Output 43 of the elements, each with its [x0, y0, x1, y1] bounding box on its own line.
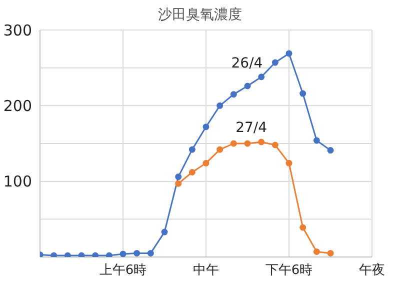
point — [313, 248, 320, 255]
point — [92, 252, 99, 257]
point — [134, 250, 140, 256]
point — [244, 82, 251, 90]
point — [258, 74, 265, 80]
point — [120, 250, 126, 257]
point — [300, 224, 306, 231]
y-tick-label: 300 — [3, 21, 32, 40]
x-tick-label: 下午6時 — [265, 263, 313, 278]
point — [286, 50, 292, 57]
point — [188, 146, 196, 153]
point — [313, 137, 320, 144]
point — [300, 90, 306, 97]
point — [188, 169, 196, 176]
y-tick-label: 200 — [3, 96, 32, 115]
point — [50, 252, 58, 257]
point — [175, 180, 182, 187]
point — [202, 160, 210, 166]
point — [230, 140, 237, 147]
point — [272, 142, 278, 148]
point — [78, 252, 85, 257]
series-label: 27/4 — [236, 120, 268, 136]
point — [216, 102, 224, 109]
point — [64, 252, 71, 257]
point — [106, 252, 112, 257]
x-tick-label: 中午 — [193, 263, 219, 278]
y-tick-label: 100 — [3, 172, 32, 191]
point — [202, 124, 210, 130]
point — [272, 59, 278, 66]
point — [175, 174, 182, 180]
x-tick-label: 午夜 — [359, 262, 385, 278]
x-tick-label: 上午6時 — [99, 263, 147, 278]
point — [286, 160, 292, 166]
point — [147, 250, 154, 256]
point — [216, 146, 224, 153]
series-label: 26/4 — [231, 55, 263, 72]
chart-title: 沙田臭氧濃度 — [158, 7, 242, 23]
point — [327, 250, 334, 256]
point — [258, 138, 265, 146]
point — [327, 147, 334, 154]
point — [161, 228, 168, 236]
point — [244, 140, 251, 147]
point — [230, 91, 237, 98]
